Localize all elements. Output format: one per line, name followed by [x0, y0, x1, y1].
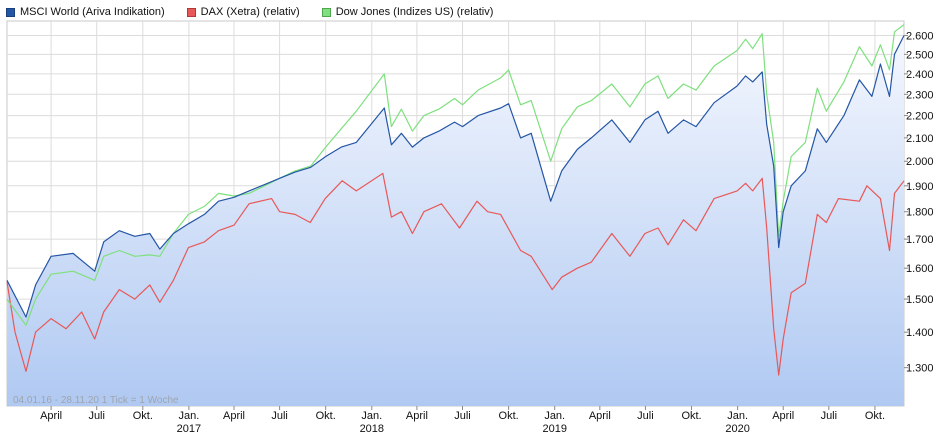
x-tick-label: Juli [88, 410, 105, 422]
series-line-dax-xetra-relativ[interactable] [6, 172, 905, 376]
legend-item-dax[interactable]: DAX (Xetra) (relativ) [186, 6, 300, 18]
x-tick-label: April [589, 410, 611, 422]
y-tick-label: 2.000 [906, 156, 934, 168]
y-tick-label: 2.600 [906, 31, 934, 43]
chart-info-text: 04.01.16 - 28.11.20 1 Tick = 1 Woche [13, 395, 179, 406]
legend-swatch-dow-jones [321, 7, 331, 17]
y-tick-label: 2.500 [906, 49, 934, 61]
x-tick-label: Jan. [544, 410, 565, 422]
x-tick-label: April [406, 410, 428, 422]
x-tick-label: Okt. [499, 410, 519, 422]
legend-label-dax: DAX (Xetra) (relativ) [200, 6, 300, 18]
y-tick-label: 1.800 [906, 207, 934, 219]
series-line-msci-world-ariva-indikation[interactable] [6, 35, 905, 318]
y-tick-label: 2.300 [906, 89, 934, 101]
x-tick-label: Juli [637, 410, 654, 422]
legend-swatch-msci-world [6, 7, 15, 17]
x-tick-label: April [772, 410, 794, 422]
x-tick-label: Okt. [681, 410, 701, 422]
x-tick-label: Jan. [361, 410, 382, 422]
x-tick-label: Jan. [727, 410, 748, 422]
legend-item-dow-jones[interactable]: Dow Jones (Indizes US) (relativ) [321, 6, 494, 18]
y-tick-label: 2.100 [906, 133, 934, 145]
x-tick-label: Juli [454, 410, 471, 422]
x-year-label: 2019 [542, 423, 566, 435]
x-tick-label: April [223, 410, 245, 422]
chart-legend: MSCI World (Ariva Indikation) DAX (Xetra… [6, 4, 515, 20]
x-year-label: 2017 [177, 423, 201, 435]
series-line-dow-jones-indizes-us-relativ[interactable] [6, 24, 905, 326]
x-year-label: 2018 [360, 423, 384, 435]
x-tick-label: Okt. [316, 410, 336, 422]
legend-label-msci-world: MSCI World (Ariva Indikation) [20, 6, 165, 18]
series-area-msci-world-ariva-indikation [7, 35, 904, 406]
y-tick-label: 1.900 [906, 181, 934, 193]
y-tick-label: 1.500 [906, 294, 934, 306]
x-year-label: 2020 [725, 423, 749, 435]
y-tick-label: 2.200 [906, 111, 934, 123]
y-tick-label: 2.400 [906, 69, 934, 81]
y-tick-label: 1.300 [906, 363, 934, 375]
x-tick-label: Juli [821, 410, 838, 422]
legend-label-dow-jones: Dow Jones (Indizes US) (relativ) [335, 6, 494, 18]
y-tick-label: 1.600 [906, 263, 934, 275]
x-tick-label: April [40, 410, 62, 422]
x-tick-label: Okt. [133, 410, 153, 422]
x-tick-label: Okt. [865, 410, 885, 422]
y-tick-label: 1.400 [906, 327, 934, 339]
x-tick-label: Jan. [179, 410, 200, 422]
y-tick-label: 1.700 [906, 234, 934, 246]
legend-item-msci-world[interactable]: MSCI World (Ariva Indikation) [6, 6, 165, 18]
x-tick-label: Juli [271, 410, 288, 422]
legend-swatch-dax [186, 7, 196, 17]
